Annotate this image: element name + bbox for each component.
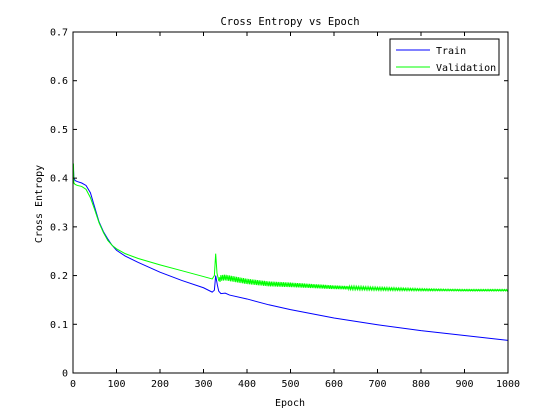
y-tick-label: 0 [62, 369, 68, 380]
y-tick-label: 0.7 [50, 28, 68, 39]
y-tick-label: 0.3 [50, 222, 68, 233]
x-tick-label: 500 [281, 379, 299, 390]
y-tick-label: 0.6 [50, 76, 68, 87]
x-tick-label: 400 [238, 379, 256, 390]
x-tick-label: 200 [151, 379, 169, 390]
series-layer [72, 163, 509, 341]
x-axis-label: Epoch [275, 398, 305, 409]
x-tick-label: 800 [412, 379, 430, 390]
x-axis-ticks: 0 100 200 300 400 500 600 700 800 900 1000 [70, 32, 520, 390]
y-tick-label: 0.2 [50, 271, 68, 282]
legend: Train Validation [389, 38, 500, 76]
y-tick-label: 0.1 [50, 320, 68, 331]
plot-area [73, 32, 508, 373]
series-line-train [72, 168, 509, 341]
x-tick-label: 900 [455, 379, 473, 390]
x-tick-label: 600 [325, 379, 343, 390]
y-axis-ticks: 0 0.1 0.2 0.3 0.4 0.5 0.6 0.7 [50, 28, 508, 380]
legend-label-validation: Validation [436, 63, 496, 74]
legend-label-train: Train [436, 46, 466, 57]
x-tick-label: 1000 [496, 379, 520, 390]
y-tick-label: 0.5 [50, 125, 68, 136]
y-axis-label: Cross Entropy [34, 165, 45, 243]
y-tick-label: 0.4 [50, 174, 68, 185]
x-tick-label: 0 [70, 379, 76, 390]
legend-box [389, 38, 500, 76]
x-tick-label: 700 [368, 379, 386, 390]
chart-title: Cross Entropy vs Epoch [220, 16, 359, 28]
x-tick-label: 100 [107, 379, 125, 390]
series-line-validation-fluctuation [218, 274, 509, 292]
x-tick-label: 300 [194, 379, 212, 390]
